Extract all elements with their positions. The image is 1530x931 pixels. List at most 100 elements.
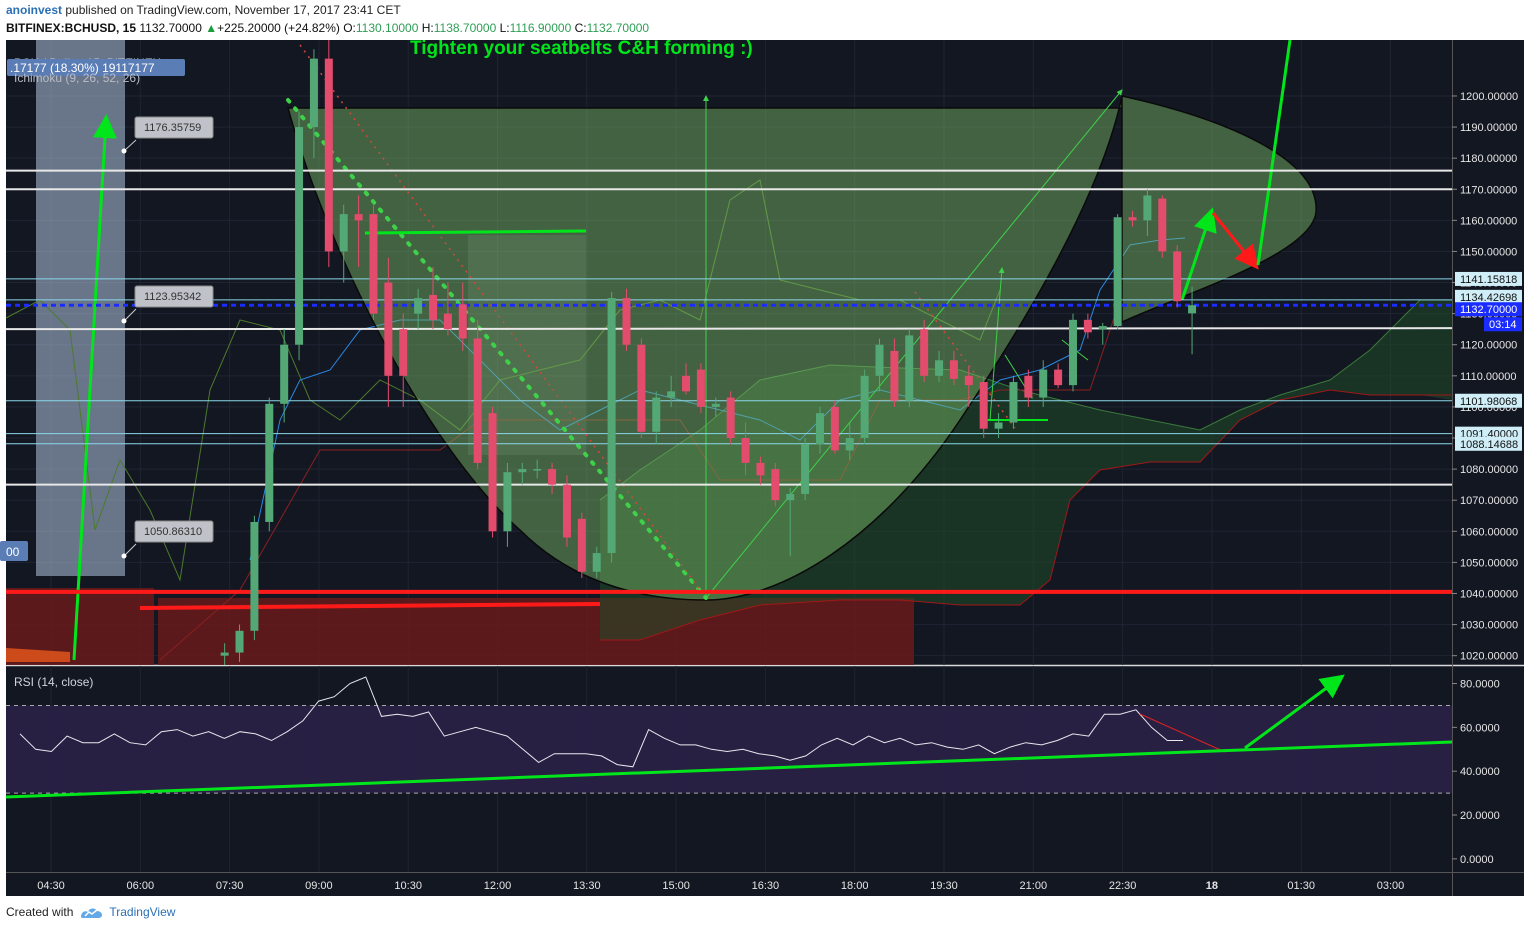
candle-body[interactable] (533, 469, 542, 471)
time-tick-label: 13:30 (573, 880, 601, 892)
candle-body[interactable] (1068, 319, 1077, 386)
candle-body[interactable] (1039, 369, 1048, 398)
price-axis[interactable] (1452, 40, 1524, 872)
candle-body[interactable] (830, 406, 839, 451)
candle-body[interactable] (979, 382, 988, 429)
candle-body[interactable] (592, 553, 601, 572)
candle-body[interactable] (875, 344, 884, 376)
candle-body[interactable] (324, 58, 333, 252)
callout-flag[interactable]: 1123.95342 (121, 285, 214, 324)
candle-body[interactable] (548, 469, 557, 485)
candle-body[interactable] (280, 344, 289, 404)
candle-body[interactable] (369, 214, 378, 314)
candle-body[interactable] (756, 462, 765, 476)
candle-body[interactable] (1158, 198, 1167, 252)
brand-link[interactable]: TradingView (109, 905, 176, 919)
candle-body[interactable] (667, 391, 676, 398)
candle-body[interactable] (488, 413, 497, 532)
rsi-label: RSI (14, close) (14, 675, 93, 689)
symbol-header: BITFINEX:BCHUSD, 15 1132.70000 ▲+225.200… (6, 21, 649, 35)
candle-body[interactable] (637, 344, 646, 432)
candle-body[interactable] (860, 375, 869, 439)
candle-body[interactable] (250, 521, 259, 631)
callout-value: 1123.95342 (144, 291, 201, 303)
candle-body[interactable] (577, 518, 586, 572)
candle-body[interactable] (1128, 217, 1137, 221)
candle-body[interactable] (518, 469, 527, 473)
dotted-trendline-red (299, 44, 701, 591)
candle-body[interactable] (607, 298, 616, 554)
candle-body[interactable] (726, 397, 735, 439)
candle-body[interactable] (309, 58, 318, 128)
candle-body[interactable] (711, 403, 720, 407)
time-tick-label: 03:00 (1377, 880, 1405, 892)
candle-body[interactable] (890, 350, 899, 401)
candle-body[interactable] (443, 313, 452, 330)
candle-body[interactable] (265, 403, 274, 522)
open-label: O: (343, 21, 356, 35)
candle-body[interactable] (473, 338, 482, 463)
price-tick-label: 1080.00000 (1460, 464, 1518, 476)
candle-body[interactable] (682, 375, 691, 392)
left-badge-text: 00 (6, 545, 20, 559)
projection-arrow-breakout (1256, 40, 1292, 266)
candle-body[interactable] (354, 214, 363, 221)
callout-flag[interactable]: 1176.35759 (121, 116, 214, 154)
candle-body[interactable] (295, 127, 304, 345)
candle-body[interactable] (920, 329, 929, 376)
time-tick-label: 04:30 (37, 880, 65, 892)
candle-body[interactable] (503, 472, 512, 532)
legend-indicator: Ichimoku (9, 26, 52, 26) (14, 71, 140, 85)
callout-flag[interactable]: 1050.86310 (121, 520, 214, 559)
candle-body[interactable] (1009, 382, 1018, 423)
candle-body[interactable] (414, 298, 423, 314)
candle-body[interactable] (562, 484, 571, 538)
candle-body[interactable] (1024, 375, 1033, 398)
candle-body[interactable] (1054, 369, 1063, 386)
close-label: C: (574, 21, 587, 35)
candle-body[interactable] (771, 469, 780, 501)
candle-body[interactable] (384, 282, 393, 376)
price-change: +225.20000 (+24.82%) (217, 21, 340, 35)
candle-body[interactable] (652, 397, 661, 432)
candle-body[interactable] (949, 360, 958, 379)
candle-body[interactable] (1188, 305, 1197, 314)
price-tag-label: 1088.14688 (1460, 439, 1518, 451)
author-name[interactable]: anoinvest (6, 3, 63, 17)
price-tick-label: 1120.00000 (1460, 340, 1517, 352)
candle-body[interactable] (1143, 195, 1152, 221)
rsi-tick-label: 0.0000 (1460, 854, 1494, 866)
candle-body[interactable] (1113, 217, 1122, 327)
low-value: 1116.90000 (509, 21, 572, 35)
candle-body[interactable] (964, 375, 973, 386)
candle-body[interactable] (905, 335, 914, 401)
candle-body[interactable] (801, 444, 810, 494)
time-axis[interactable] (6, 872, 1524, 896)
candle-body[interactable] (339, 214, 348, 252)
legend-volume-badge (7, 59, 185, 76)
candle-body[interactable] (696, 369, 705, 407)
candle-body[interactable] (220, 652, 229, 656)
candle-body[interactable] (429, 294, 438, 320)
candle-body[interactable] (786, 493, 795, 501)
projection-arrow-up (1180, 207, 1217, 301)
candle-body[interactable] (935, 360, 944, 376)
candle-body[interactable] (994, 422, 1003, 429)
candle-body[interactable] (458, 304, 467, 339)
candle-body[interactable] (622, 298, 631, 345)
candle-body[interactable] (1098, 326, 1107, 330)
candle-body[interactable] (1173, 251, 1182, 302)
candle-body[interactable] (399, 329, 408, 376)
candle-body[interactable] (815, 413, 824, 445)
price-tick-label: 1020.00000 (1460, 651, 1518, 663)
created-with-text: Created with (6, 905, 74, 919)
rsi-tick-label: 60.0000 (1460, 722, 1500, 734)
red-zone (158, 598, 914, 665)
candle-body[interactable] (741, 438, 750, 463)
price-tick-label: 1180.00000 (1460, 153, 1517, 165)
change-up-icon: ▲ (205, 21, 218, 35)
candle-body[interactable] (235, 630, 244, 653)
candle-body[interactable] (845, 438, 854, 451)
candle-body[interactable] (1083, 319, 1092, 333)
